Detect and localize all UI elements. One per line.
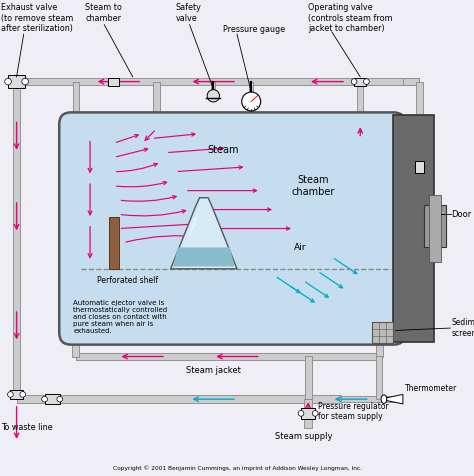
Bar [249, 81, 253, 105]
Circle shape [298, 410, 304, 416]
Text: Safety
valve: Safety valve [175, 3, 201, 23]
Text: Steam
chamber: Steam chamber [291, 175, 335, 197]
Bar [304, 399, 312, 427]
Polygon shape [173, 248, 235, 267]
Polygon shape [387, 395, 403, 404]
Text: Door: Door [451, 210, 472, 219]
Ellipse shape [381, 395, 387, 404]
Bar [17, 396, 341, 403]
Bar [301, 408, 315, 418]
Text: Exhaust valve
(to remove steam
after sterilization): Exhaust valve (to remove steam after ste… [1, 3, 73, 33]
Circle shape [5, 78, 11, 85]
Bar [109, 217, 118, 269]
Bar [429, 195, 441, 262]
Circle shape [42, 397, 47, 402]
Text: Steam supply: Steam supply [275, 432, 332, 441]
Text: Pressure gauge: Pressure gauge [223, 25, 285, 34]
Bar [375, 333, 383, 357]
Circle shape [207, 89, 219, 102]
Text: Thermometer: Thermometer [405, 385, 457, 394]
Circle shape [364, 79, 369, 84]
Bar [424, 205, 446, 248]
Bar [376, 357, 382, 399]
Text: Operating valve
(controls steam from
jacket to chamber): Operating valve (controls steam from jac… [308, 3, 393, 33]
Text: Steam jacket: Steam jacket [186, 366, 241, 375]
Text: Steam to
chamber: Steam to chamber [85, 3, 122, 23]
Text: To waste line: To waste line [1, 423, 53, 432]
Text: Copyright © 2001 Benjamin Cummings, an imprint of Addison Wesley Longman, Inc.: Copyright © 2001 Benjamin Cummings, an i… [112, 466, 362, 471]
Bar [73, 81, 79, 124]
Text: Perforated shelf: Perforated shelf [97, 276, 158, 285]
Bar [393, 115, 434, 342]
Bar [10, 390, 23, 399]
Bar [13, 81, 20, 399]
Text: Automatic ejector valve is
thermostatically controlled
and closes on contact wit: Automatic ejector valve is thermostatica… [73, 299, 168, 334]
Bar [211, 81, 215, 100]
Circle shape [351, 79, 357, 84]
Bar [108, 78, 119, 86]
Bar [341, 396, 398, 402]
Circle shape [242, 92, 261, 111]
Bar [372, 322, 393, 343]
Circle shape [20, 392, 26, 397]
Bar [8, 75, 25, 88]
Circle shape [22, 78, 28, 85]
Bar [304, 357, 312, 399]
Bar [76, 353, 379, 360]
Bar [357, 81, 363, 124]
Bar [354, 78, 366, 86]
Polygon shape [171, 198, 237, 269]
Circle shape [312, 410, 318, 416]
Bar [416, 81, 423, 214]
Bar [17, 78, 419, 85]
Text: Air: Air [294, 243, 306, 252]
Bar [45, 395, 60, 404]
Circle shape [8, 392, 13, 397]
Bar [403, 78, 419, 85]
Bar [153, 81, 159, 124]
Bar [72, 333, 80, 357]
Circle shape [57, 397, 63, 402]
Text: Pressure regulator
for steam supply: Pressure regulator for steam supply [318, 402, 388, 421]
FancyBboxPatch shape [59, 112, 405, 345]
Text: Steam: Steam [207, 145, 238, 155]
Text: Sediment
screen: Sediment screen [451, 318, 474, 338]
Bar [415, 161, 424, 173]
